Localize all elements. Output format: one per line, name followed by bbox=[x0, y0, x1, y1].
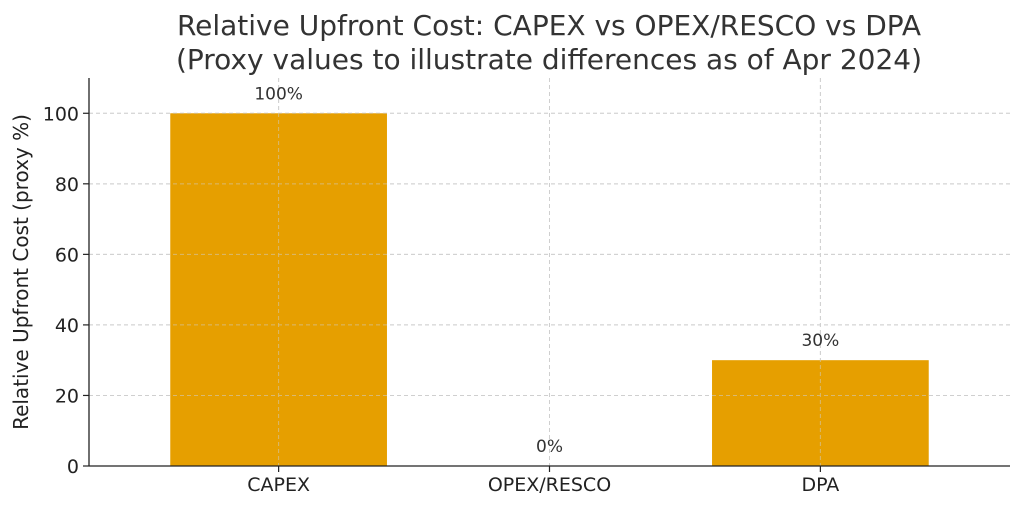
x-tick-label: CAPEX bbox=[247, 474, 310, 496]
y-tick-label: 20 bbox=[55, 385, 79, 407]
x-tick-label: DPA bbox=[801, 474, 839, 496]
chart-title: Relative Upfront Cost: CAPEX vs OPEX/RES… bbox=[177, 9, 921, 42]
y-tick-label: 80 bbox=[55, 174, 79, 196]
data-label: 30% bbox=[801, 331, 839, 351]
y-tick-label: 0 bbox=[67, 456, 79, 478]
grid-overlay bbox=[89, 78, 1010, 467]
data-label: 0% bbox=[536, 437, 563, 457]
y-tick-label: 40 bbox=[55, 315, 79, 337]
bars-layer bbox=[89, 78, 1010, 467]
bar-dpa bbox=[712, 360, 929, 466]
y-tick-label: 60 bbox=[55, 244, 79, 266]
y-axis-label: Relative Upfront Cost (proxy %) bbox=[9, 114, 33, 430]
data-label: 100% bbox=[254, 84, 303, 104]
chart-subtitle: (Proxy values to illustrate differences … bbox=[176, 43, 922, 76]
y-tick-label: 100 bbox=[43, 103, 79, 125]
data-labels-layer: 100% 0% 30% bbox=[254, 84, 839, 457]
x-tick-label: OPEX/RESCO bbox=[488, 474, 611, 496]
ticks-layer: 0 20 40 60 80 100 CAPEX OPEX/RESCO DPA bbox=[43, 103, 840, 496]
